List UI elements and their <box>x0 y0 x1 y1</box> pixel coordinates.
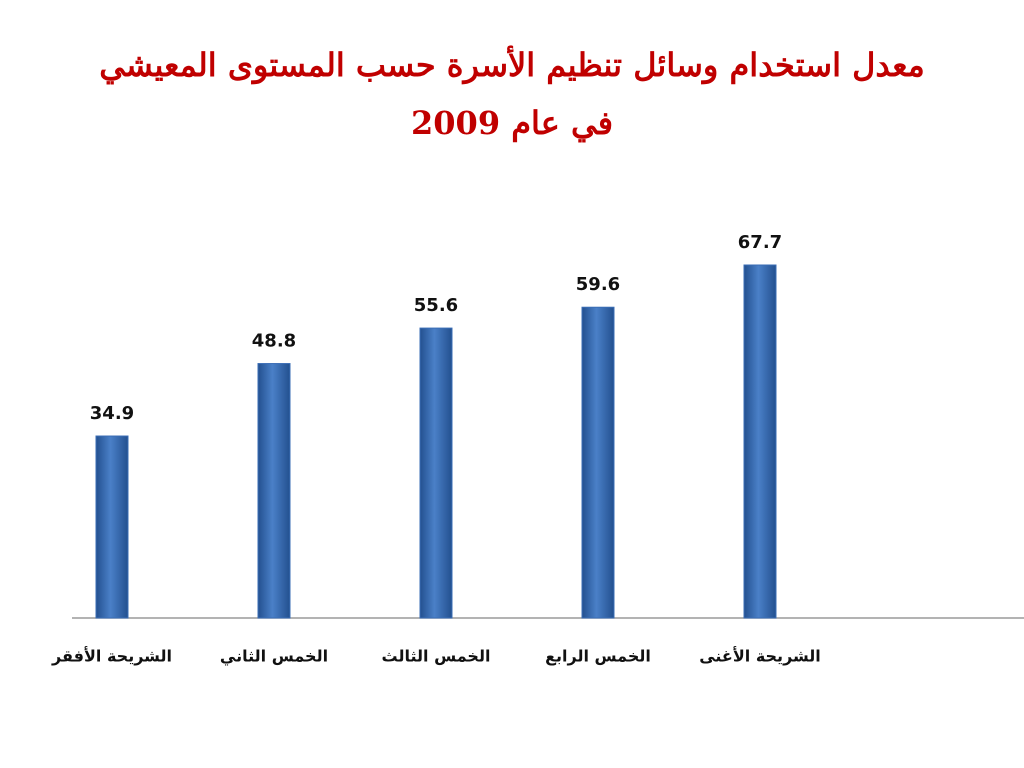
bar <box>95 435 129 619</box>
chart-title: معدل استخدام وسائل تنظيم الأسرة حسب المس… <box>99 46 925 142</box>
bar <box>743 264 777 619</box>
data-label: 55.6 <box>414 295 458 316</box>
data-label: 48.8 <box>252 331 296 352</box>
data-label: 34.9 <box>90 403 134 424</box>
bar <box>581 306 615 619</box>
x-tick-label: الخمس الثالث <box>382 647 491 666</box>
x-tick-label: الشريحة الأفقر <box>51 647 172 666</box>
x-tick-label: الخمس الثاني <box>220 647 328 667</box>
data-label: 67.7 <box>738 232 782 253</box>
x-tick-label: الشريحة الأغنى <box>699 647 821 666</box>
data-label: 59.6 <box>576 274 620 295</box>
bar <box>419 327 453 619</box>
x-tick-label: الخمس الرابع <box>545 647 651 666</box>
bar <box>257 363 291 619</box>
